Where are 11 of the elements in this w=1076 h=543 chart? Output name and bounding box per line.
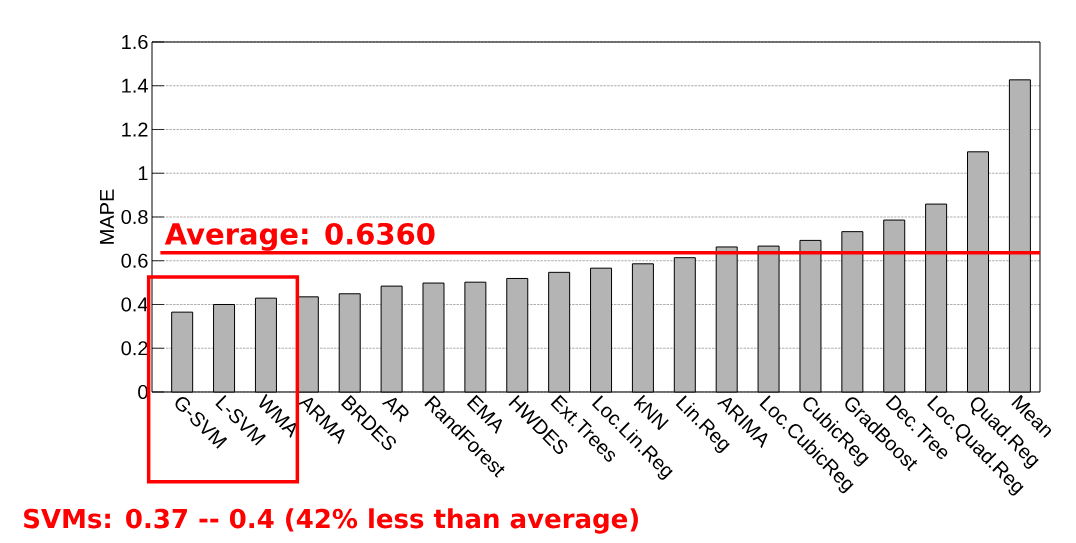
y-tick-label: 0.8 xyxy=(121,209,148,225)
y-tick-label: 0.2 xyxy=(121,341,148,356)
y-tick-label: 1.4 xyxy=(122,78,148,93)
y-tick-label: 0.4 xyxy=(121,297,148,312)
y-axis-title: MAPE xyxy=(100,189,114,244)
y-tick-label: 0.6 xyxy=(121,253,148,268)
y-tick-label: 1.2 xyxy=(122,122,148,137)
y-tick-label: 1.6 xyxy=(122,34,148,50)
y-tick-label: 1 xyxy=(138,166,148,181)
ref-line-label: Average: 0.6360 xyxy=(164,222,435,251)
text: SVMs: 0.37 -- 0.4 (42% less than average) xyxy=(24,508,638,534)
